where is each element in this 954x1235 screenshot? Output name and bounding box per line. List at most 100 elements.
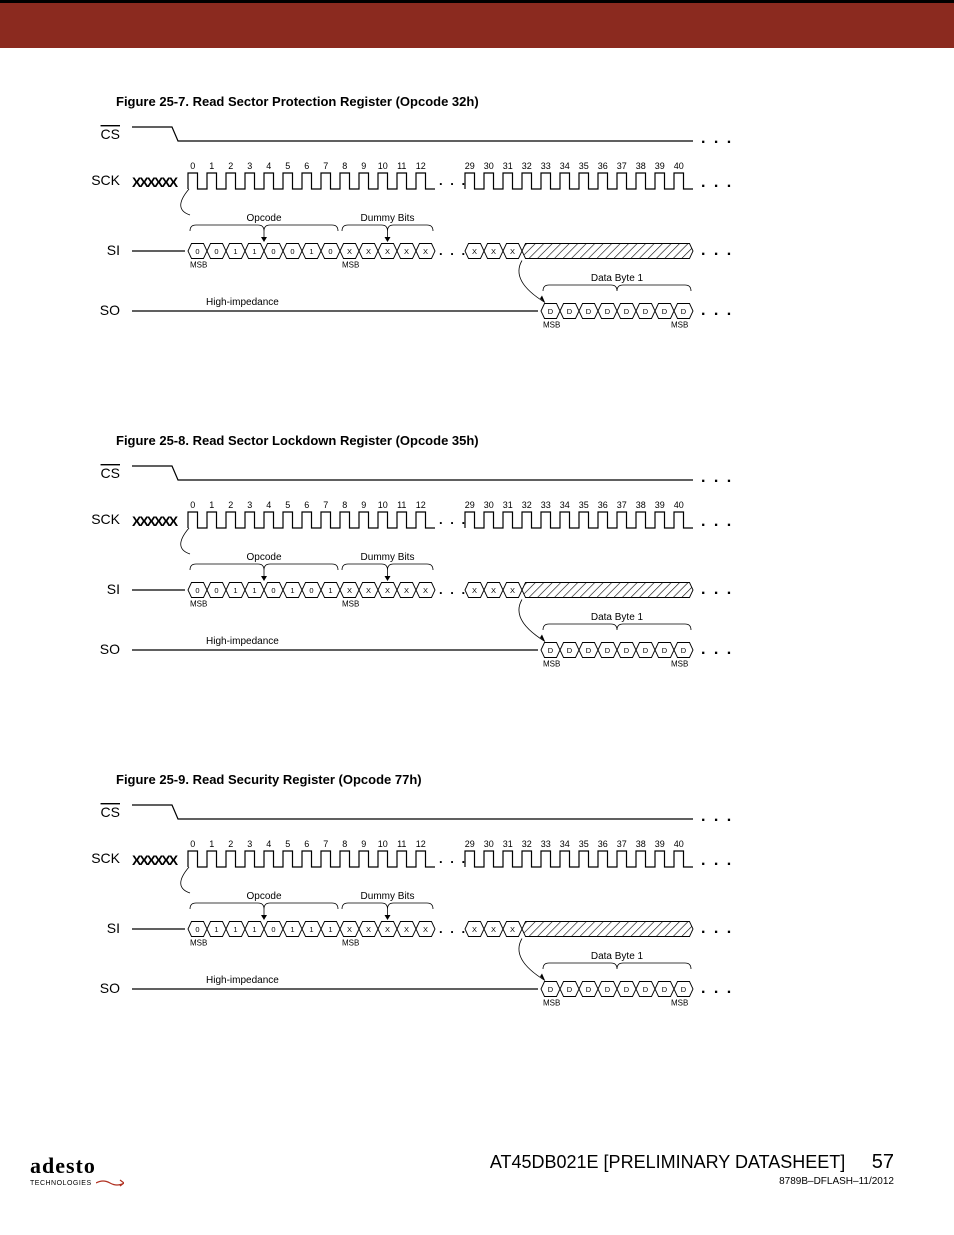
- svg-text:1: 1: [209, 161, 214, 171]
- svg-text:34: 34: [560, 161, 570, 171]
- svg-text:35: 35: [579, 500, 589, 510]
- svg-text:7: 7: [323, 500, 328, 510]
- svg-text:MSB: MSB: [190, 261, 207, 270]
- svg-text:MSB: MSB: [342, 939, 359, 948]
- svg-text:8: 8: [342, 500, 347, 510]
- svg-text:4: 4: [266, 161, 271, 171]
- svg-text:. . .: . . .: [701, 513, 733, 530]
- svg-text:Data Byte 1: Data Byte 1: [591, 951, 644, 962]
- svg-text:2: 2: [228, 500, 233, 510]
- svg-text:0: 0: [195, 925, 199, 934]
- svg-text:0: 0: [214, 247, 218, 256]
- svg-text:MSB: MSB: [543, 999, 560, 1008]
- svg-text:6: 6: [304, 161, 309, 171]
- figure-title: Figure 25-8. Read Sector Lockdown Regist…: [116, 433, 894, 448]
- svg-text:0: 0: [190, 839, 195, 849]
- svg-text:X: X: [347, 925, 352, 934]
- svg-text:SI: SI: [107, 242, 120, 258]
- svg-text:X: X: [472, 247, 477, 256]
- svg-text:0: 0: [271, 925, 275, 934]
- svg-text:9: 9: [361, 839, 366, 849]
- svg-text:. . .: . . .: [701, 641, 733, 658]
- svg-text:D: D: [567, 646, 573, 655]
- svg-text:X: X: [366, 586, 371, 595]
- logo-text: adesto: [30, 1153, 124, 1179]
- svg-text:37: 37: [617, 161, 627, 171]
- svg-text:7: 7: [323, 839, 328, 849]
- svg-text:D: D: [662, 985, 668, 994]
- svg-text:MSB: MSB: [342, 600, 359, 609]
- svg-text:X: X: [385, 586, 390, 595]
- svg-text:. . .: . . .: [701, 469, 733, 486]
- svg-text:36: 36: [598, 839, 608, 849]
- svg-text:9: 9: [361, 500, 366, 510]
- svg-text:1: 1: [290, 586, 294, 595]
- svg-text:37: 37: [617, 500, 627, 510]
- svg-text:Opcode: Opcode: [246, 552, 281, 563]
- footer-right: AT45DB021E [PRELIMINARY DATASHEET] 57 87…: [490, 1151, 894, 1187]
- svg-text:1: 1: [233, 586, 237, 595]
- svg-text:33: 33: [541, 161, 551, 171]
- svg-text:D: D: [548, 646, 554, 655]
- svg-text:1: 1: [328, 925, 332, 934]
- svg-text:CS: CS: [101, 465, 120, 481]
- page-content: Figure 25-7. Read Sector Protection Regi…: [0, 48, 954, 1141]
- header-bar: [0, 0, 954, 48]
- svg-text:6: 6: [304, 839, 309, 849]
- svg-text:34: 34: [560, 500, 570, 510]
- svg-text:X: X: [510, 925, 515, 934]
- svg-text:SO: SO: [100, 641, 120, 657]
- svg-text:X: X: [491, 925, 496, 934]
- svg-text:. . .: . . .: [439, 582, 467, 597]
- svg-text:32: 32: [522, 839, 532, 849]
- svg-text:1: 1: [233, 247, 237, 256]
- figure-title: Figure 25-9. Read Security Register (Opc…: [116, 772, 894, 787]
- svg-text:X: X: [472, 925, 477, 934]
- svg-text:D: D: [681, 646, 687, 655]
- svg-text:. . .: . . .: [439, 512, 467, 527]
- svg-text:40: 40: [674, 500, 684, 510]
- svg-text:0: 0: [195, 586, 199, 595]
- figure-25-7: Figure 25-7. Read Sector Protection Regi…: [60, 94, 894, 373]
- svg-text:. . .: . . .: [701, 920, 733, 937]
- svg-text:1: 1: [309, 247, 313, 256]
- svg-text:High-impedance: High-impedance: [206, 636, 279, 647]
- svg-text:0: 0: [309, 586, 313, 595]
- svg-text:. . .: . . .: [701, 808, 733, 825]
- svg-text:Dummy Bits: Dummy Bits: [361, 891, 415, 902]
- svg-text:MSB: MSB: [543, 321, 560, 330]
- svg-text:. . .: . . .: [439, 243, 467, 258]
- svg-text:D: D: [643, 646, 649, 655]
- timing-diagram: CS. . .SCKXXXXXX0123456789101112. . .293…: [80, 452, 880, 712]
- svg-text:1: 1: [252, 247, 256, 256]
- svg-text:. . .: . . .: [439, 173, 467, 188]
- svg-text:X: X: [510, 247, 515, 256]
- svg-text:1: 1: [252, 925, 256, 934]
- svg-text:12: 12: [416, 839, 426, 849]
- svg-text:MSB: MSB: [190, 600, 207, 609]
- svg-text:X: X: [472, 586, 477, 595]
- svg-text:X: X: [385, 925, 390, 934]
- svg-text:33: 33: [541, 500, 551, 510]
- svg-text:D: D: [662, 646, 668, 655]
- svg-text:0: 0: [190, 161, 195, 171]
- svg-text:D: D: [605, 307, 611, 316]
- svg-text:11: 11: [397, 839, 406, 849]
- svg-text:5: 5: [285, 839, 290, 849]
- svg-text:D: D: [567, 985, 573, 994]
- svg-text:7: 7: [323, 161, 328, 171]
- svg-text:. . .: . . .: [701, 581, 733, 598]
- svg-text:D: D: [643, 307, 649, 316]
- svg-text:3: 3: [247, 839, 252, 849]
- svg-text:XXXXXX: XXXXXX: [132, 852, 179, 868]
- svg-text:29: 29: [465, 161, 475, 171]
- svg-text:MSB: MSB: [671, 999, 688, 1008]
- svg-text:31: 31: [503, 161, 513, 171]
- svg-text:X: X: [423, 586, 428, 595]
- svg-text:0: 0: [290, 247, 294, 256]
- svg-text:SO: SO: [100, 980, 120, 996]
- svg-text:Dummy Bits: Dummy Bits: [361, 552, 415, 563]
- svg-text:38: 38: [636, 500, 646, 510]
- figure-25-9: Figure 25-9. Read Security Register (Opc…: [60, 772, 894, 1051]
- svg-text:MSB: MSB: [543, 660, 560, 669]
